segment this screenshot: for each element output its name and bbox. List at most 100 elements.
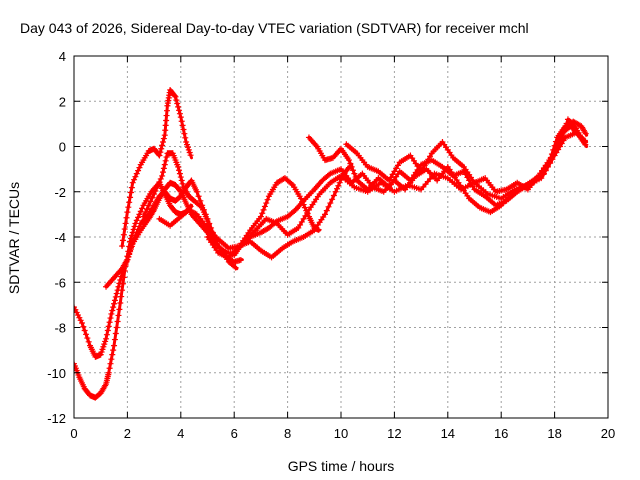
- data-point-marker: [556, 143, 563, 150]
- data-point-marker: [112, 293, 119, 300]
- data-point-marker: [297, 195, 304, 202]
- data-point-marker: [179, 180, 186, 187]
- data-point-marker: [129, 179, 136, 186]
- data-point-marker: [159, 142, 166, 149]
- data-point-marker: [299, 198, 306, 205]
- data-point-marker: [197, 197, 204, 204]
- y-tick-label: -4: [54, 230, 66, 245]
- data-point-marker: [97, 351, 104, 358]
- data-point-marker: [135, 214, 142, 221]
- data-point-marker: [135, 226, 142, 233]
- y-tick-label: 0: [59, 140, 66, 155]
- data-point-marker: [562, 124, 569, 131]
- data-point-marker: [297, 221, 304, 228]
- data-point-marker: [418, 168, 425, 175]
- x-tick-label: 0: [70, 426, 77, 441]
- data-point-marker: [99, 346, 106, 353]
- data-point-marker: [336, 179, 343, 186]
- data-point-marker: [315, 226, 322, 233]
- data-point-marker: [107, 360, 114, 367]
- data-point-marker: [128, 241, 135, 248]
- data-point-marker: [132, 220, 139, 227]
- data-point-marker: [553, 149, 560, 156]
- data-point-marker: [177, 114, 184, 121]
- data-point-marker: [560, 128, 567, 135]
- data-point-marker: [100, 343, 107, 350]
- data-point-marker: [113, 324, 120, 331]
- data-point-marker: [558, 140, 565, 147]
- data-point-marker: [348, 163, 355, 170]
- data-point-marker: [259, 210, 266, 217]
- data-point-marker: [330, 192, 337, 199]
- data-point-marker: [423, 159, 430, 166]
- data-point-marker: [176, 170, 183, 177]
- y-tick-label: 4: [59, 49, 66, 64]
- data-point-marker: [109, 307, 116, 314]
- x-tick-label: 20: [601, 426, 615, 441]
- data-point-marker: [151, 191, 158, 198]
- data-point-marker: [549, 156, 556, 163]
- data-point-marker: [136, 164, 143, 171]
- x-tick-label: 14: [441, 426, 455, 441]
- y-tick-label: -8: [54, 321, 66, 336]
- data-point-marker: [81, 327, 88, 334]
- data-point-marker: [419, 165, 426, 172]
- data-point-marker: [140, 213, 147, 220]
- data-point-marker: [119, 280, 126, 287]
- data-point-marker: [111, 336, 118, 343]
- y-tick-label: -6: [54, 275, 66, 290]
- data-point-marker: [175, 163, 182, 170]
- data-point-marker: [335, 182, 342, 189]
- data-point-marker: [125, 253, 132, 260]
- data-point-marker: [110, 304, 117, 311]
- data-point-marker: [74, 360, 77, 367]
- data-point-marker: [104, 327, 111, 334]
- data-point-marker: [127, 194, 134, 201]
- data-point-marker: [157, 149, 164, 156]
- data-point-marker: [421, 162, 428, 169]
- data-point-marker: [555, 146, 562, 153]
- data-point-marker: [118, 293, 125, 300]
- data-point-marker: [85, 338, 92, 345]
- data-point-marker: [563, 120, 570, 127]
- data-point-marker: [389, 171, 396, 178]
- data-point-marker: [171, 92, 178, 99]
- data-point-marker: [102, 338, 109, 345]
- data-point-marker: [300, 215, 307, 222]
- data-point-marker: [107, 315, 114, 322]
- data-point-marker: [133, 217, 140, 224]
- x-axis-label: GPS time / hours: [288, 458, 395, 474]
- data-point-marker: [346, 157, 353, 164]
- data-point-marker: [183, 138, 190, 145]
- data-point-marker: [176, 107, 183, 114]
- data-point-marker: [119, 237, 126, 244]
- data-point-marker: [237, 257, 244, 264]
- data-point-marker: [128, 184, 135, 191]
- data-point-marker: [160, 138, 166, 145]
- data-point-marker: [135, 167, 142, 174]
- data-point-marker: [161, 161, 168, 168]
- data-point-marker: [106, 319, 113, 326]
- data-point-marker: [295, 224, 302, 231]
- data-point-marker: [133, 229, 140, 236]
- data-point-marker: [129, 238, 136, 245]
- data-point-marker: [178, 177, 185, 184]
- data-point-marker: [560, 137, 567, 144]
- data-point-marker: [153, 184, 160, 191]
- data-point-marker: [547, 160, 554, 167]
- data-point-marker: [300, 201, 307, 208]
- data-point-marker: [80, 323, 87, 330]
- data-point-marker: [181, 130, 188, 137]
- data-point-marker: [109, 351, 116, 358]
- data-point-marker: [540, 171, 547, 178]
- data-point-marker: [159, 172, 166, 179]
- data-point-marker: [184, 144, 191, 151]
- data-point-marker: [79, 319, 86, 326]
- data-point-marker: [103, 335, 110, 342]
- data-point-marker: [117, 299, 124, 306]
- data-point-marker: [110, 347, 117, 354]
- data-point-marker: [125, 204, 132, 211]
- data-point-marker: [160, 165, 167, 172]
- data-point-marker: [127, 244, 134, 251]
